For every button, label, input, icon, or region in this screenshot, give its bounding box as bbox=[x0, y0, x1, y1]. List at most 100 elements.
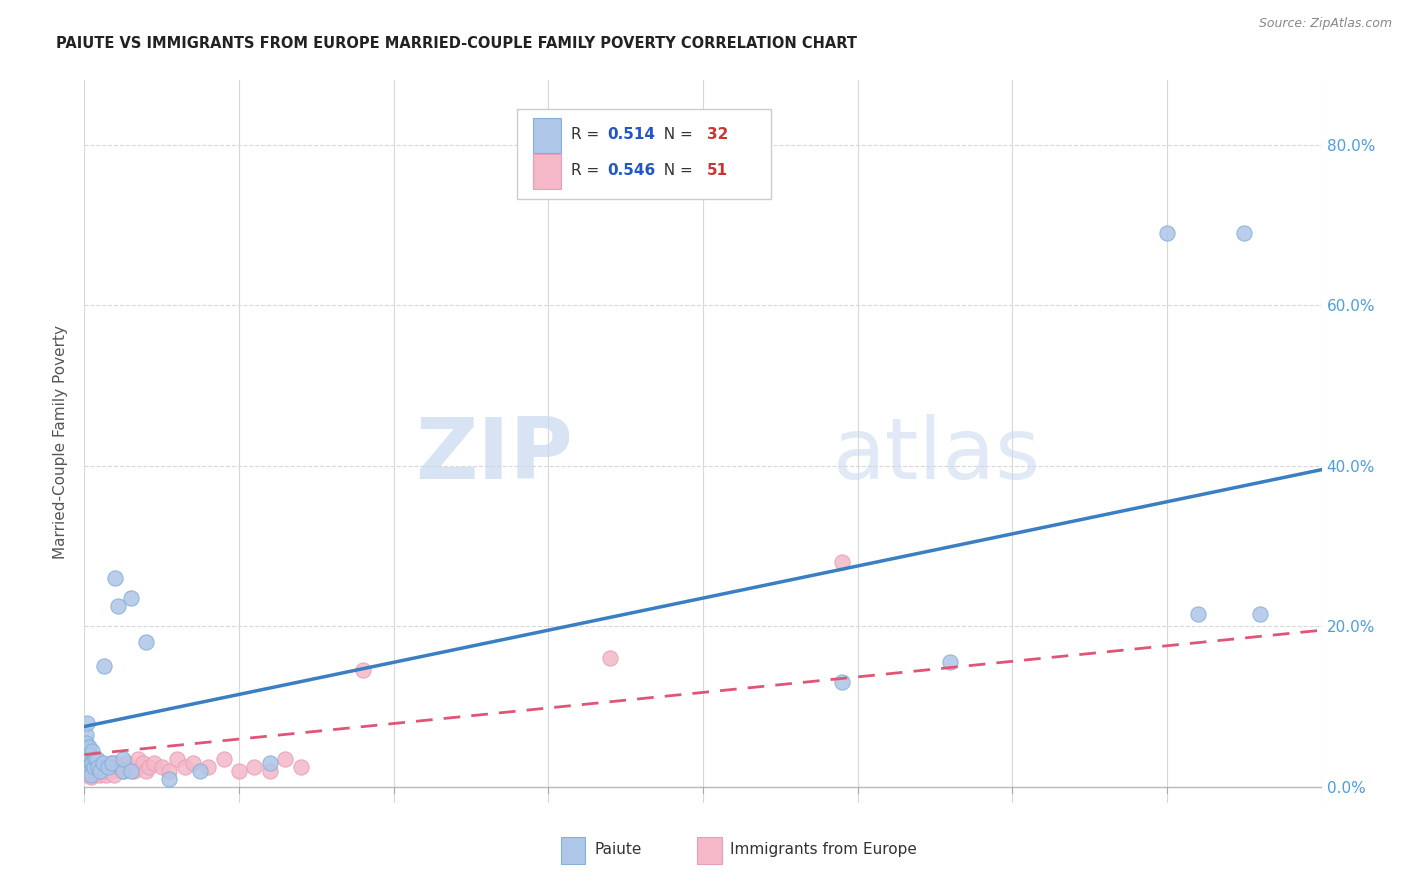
Point bbox=[107, 599, 129, 614]
Point bbox=[90, 764, 112, 778]
Point bbox=[107, 760, 129, 774]
Point bbox=[89, 760, 111, 774]
Text: PAIUTE VS IMMIGRANTS FROM EUROPE MARRIED-COUPLE FAMILY POVERTY CORRELATION CHART: PAIUTE VS IMMIGRANTS FROM EUROPE MARRIED… bbox=[56, 36, 858, 51]
Point bbox=[77, 765, 100, 780]
Point bbox=[1156, 226, 1178, 240]
Point bbox=[120, 764, 142, 778]
Bar bbox=[561, 837, 585, 864]
Point bbox=[127, 751, 149, 765]
Text: ZIP: ZIP bbox=[415, 415, 574, 498]
Bar bbox=[697, 837, 721, 864]
Point bbox=[82, 744, 104, 758]
Point bbox=[104, 571, 127, 585]
Text: Immigrants from Europe: Immigrants from Europe bbox=[730, 842, 917, 857]
Point bbox=[243, 760, 266, 774]
Text: N =: N = bbox=[654, 127, 697, 142]
Point bbox=[76, 715, 98, 730]
Point bbox=[135, 764, 157, 778]
Point bbox=[103, 767, 125, 781]
Y-axis label: Married-Couple Family Poverty: Married-Couple Family Poverty bbox=[53, 325, 69, 558]
Point bbox=[82, 760, 104, 774]
Point bbox=[1187, 607, 1209, 621]
Point bbox=[112, 764, 135, 778]
Point bbox=[96, 764, 118, 778]
Point bbox=[143, 756, 166, 770]
Point bbox=[79, 762, 101, 776]
Point bbox=[82, 756, 104, 770]
Point bbox=[120, 591, 142, 606]
Point bbox=[84, 756, 107, 770]
Text: R =: R = bbox=[571, 127, 603, 142]
Point bbox=[831, 675, 853, 690]
Point bbox=[86, 751, 108, 765]
Point bbox=[112, 751, 135, 765]
Point bbox=[86, 765, 108, 780]
Text: Paiute: Paiute bbox=[595, 842, 641, 857]
Point bbox=[75, 764, 97, 778]
Point bbox=[159, 772, 180, 786]
Point bbox=[197, 760, 219, 774]
Point bbox=[1233, 226, 1256, 240]
Text: Source: ZipAtlas.com: Source: ZipAtlas.com bbox=[1258, 17, 1392, 29]
Point bbox=[77, 764, 100, 778]
Point bbox=[166, 751, 188, 765]
Point bbox=[101, 764, 124, 778]
Point bbox=[87, 762, 110, 776]
Point bbox=[181, 756, 204, 770]
Point bbox=[77, 747, 100, 762]
Point bbox=[87, 760, 110, 774]
Point bbox=[84, 751, 107, 765]
Point bbox=[100, 756, 122, 770]
Point bbox=[91, 756, 114, 770]
Point bbox=[132, 756, 155, 770]
Point bbox=[831, 555, 853, 569]
Point bbox=[112, 764, 135, 778]
Point bbox=[228, 764, 250, 778]
Point bbox=[98, 760, 121, 774]
Point bbox=[93, 765, 115, 780]
Point bbox=[290, 760, 312, 774]
Point bbox=[104, 756, 127, 770]
Text: 0.514: 0.514 bbox=[607, 127, 655, 142]
Point bbox=[83, 764, 105, 778]
Point bbox=[259, 756, 281, 770]
Point bbox=[101, 756, 124, 770]
Point bbox=[150, 760, 173, 774]
Point bbox=[82, 765, 104, 780]
Point bbox=[76, 756, 98, 770]
FancyBboxPatch shape bbox=[517, 109, 770, 200]
Text: 32: 32 bbox=[707, 127, 728, 142]
Point bbox=[1249, 607, 1271, 621]
Point bbox=[122, 764, 145, 778]
Point bbox=[89, 767, 111, 781]
Point bbox=[83, 760, 105, 774]
Point bbox=[159, 764, 180, 778]
Point bbox=[77, 739, 100, 754]
Text: atlas: atlas bbox=[832, 415, 1040, 498]
Point bbox=[79, 770, 101, 784]
Point bbox=[212, 751, 235, 765]
Point bbox=[76, 767, 98, 781]
Point bbox=[138, 760, 160, 774]
Point bbox=[75, 728, 97, 742]
Point bbox=[76, 760, 98, 774]
Point bbox=[96, 760, 118, 774]
Point bbox=[79, 756, 101, 770]
Text: N =: N = bbox=[654, 163, 697, 178]
Point bbox=[120, 760, 142, 774]
Point bbox=[115, 756, 138, 770]
Point bbox=[274, 751, 297, 765]
Point bbox=[93, 659, 115, 673]
Point bbox=[89, 764, 111, 778]
Point bbox=[91, 760, 114, 774]
Text: R =: R = bbox=[571, 163, 603, 178]
Point bbox=[599, 651, 621, 665]
Point bbox=[174, 760, 197, 774]
Point bbox=[77, 756, 100, 770]
Text: 0.546: 0.546 bbox=[607, 163, 657, 178]
Point bbox=[79, 767, 101, 781]
Point bbox=[939, 655, 962, 669]
Point bbox=[135, 635, 157, 649]
Point bbox=[259, 764, 281, 778]
Point bbox=[94, 767, 117, 781]
